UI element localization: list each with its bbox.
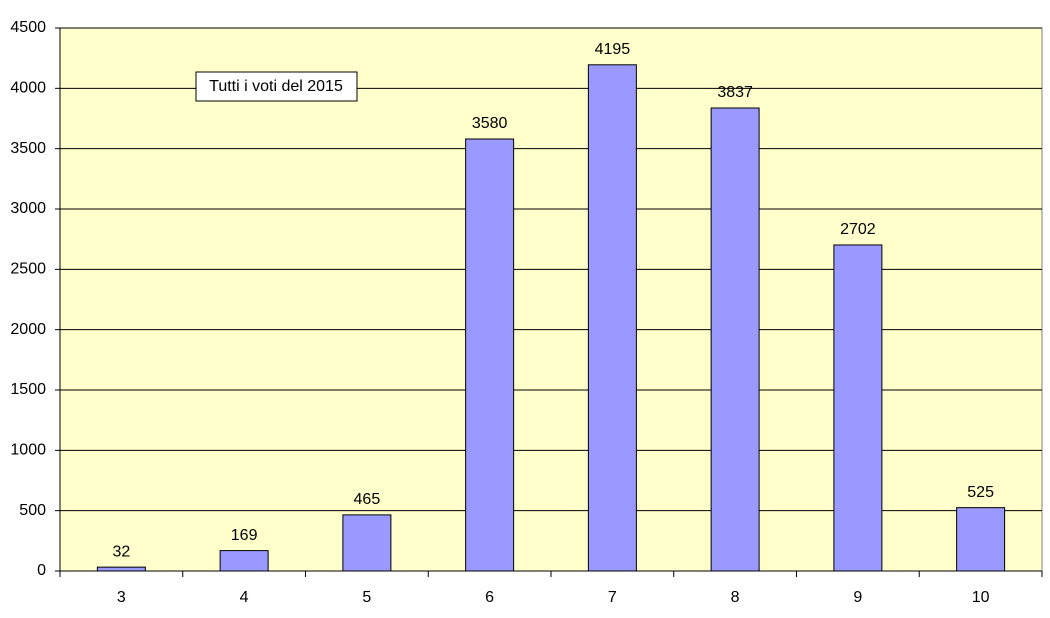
y-tick-label: 0: [37, 562, 46, 579]
data-label: 32: [112, 543, 130, 560]
data-label: 169: [231, 527, 258, 544]
x-tick-label: 8: [731, 589, 740, 606]
bar: [710, 107, 760, 572]
data-label: 3837: [717, 84, 753, 101]
data-label: 3580: [472, 115, 508, 132]
annotation-box: [195, 71, 358, 102]
y-tick-label: 2500: [10, 261, 46, 278]
x-tick-label: 4: [240, 589, 249, 606]
x-tick-label: 3: [117, 589, 126, 606]
annotation: Tutti i voti del 2015: [209, 78, 343, 95]
x-tick-label: 6: [485, 589, 494, 606]
x-tick-label: 9: [853, 589, 862, 606]
y-tick-label: 3000: [10, 200, 46, 217]
y-tick-label: 1500: [10, 381, 46, 398]
bar: [465, 138, 515, 572]
bar: [956, 507, 1006, 572]
y-tick-label: 3500: [10, 140, 46, 157]
bar: [342, 514, 392, 572]
x-tick-label: 5: [362, 589, 371, 606]
data-label: 2702: [840, 221, 876, 238]
data-label: 4195: [595, 41, 631, 58]
bar: [219, 550, 269, 572]
bar: [587, 64, 637, 572]
x-tick-label: 10: [972, 589, 990, 606]
y-tick-label: 4000: [10, 80, 46, 97]
plot-area: [59, 27, 1043, 572]
y-tick-label: 2000: [10, 321, 46, 338]
y-tick-label: 1000: [10, 442, 46, 459]
data-label: 465: [354, 491, 381, 508]
y-tick-label: 4500: [10, 19, 46, 36]
bar: [833, 244, 883, 572]
bar: [96, 566, 146, 572]
y-tick-label: 500: [19, 502, 46, 519]
x-tick-label: 7: [608, 589, 617, 606]
data-label: 525: [967, 484, 994, 501]
